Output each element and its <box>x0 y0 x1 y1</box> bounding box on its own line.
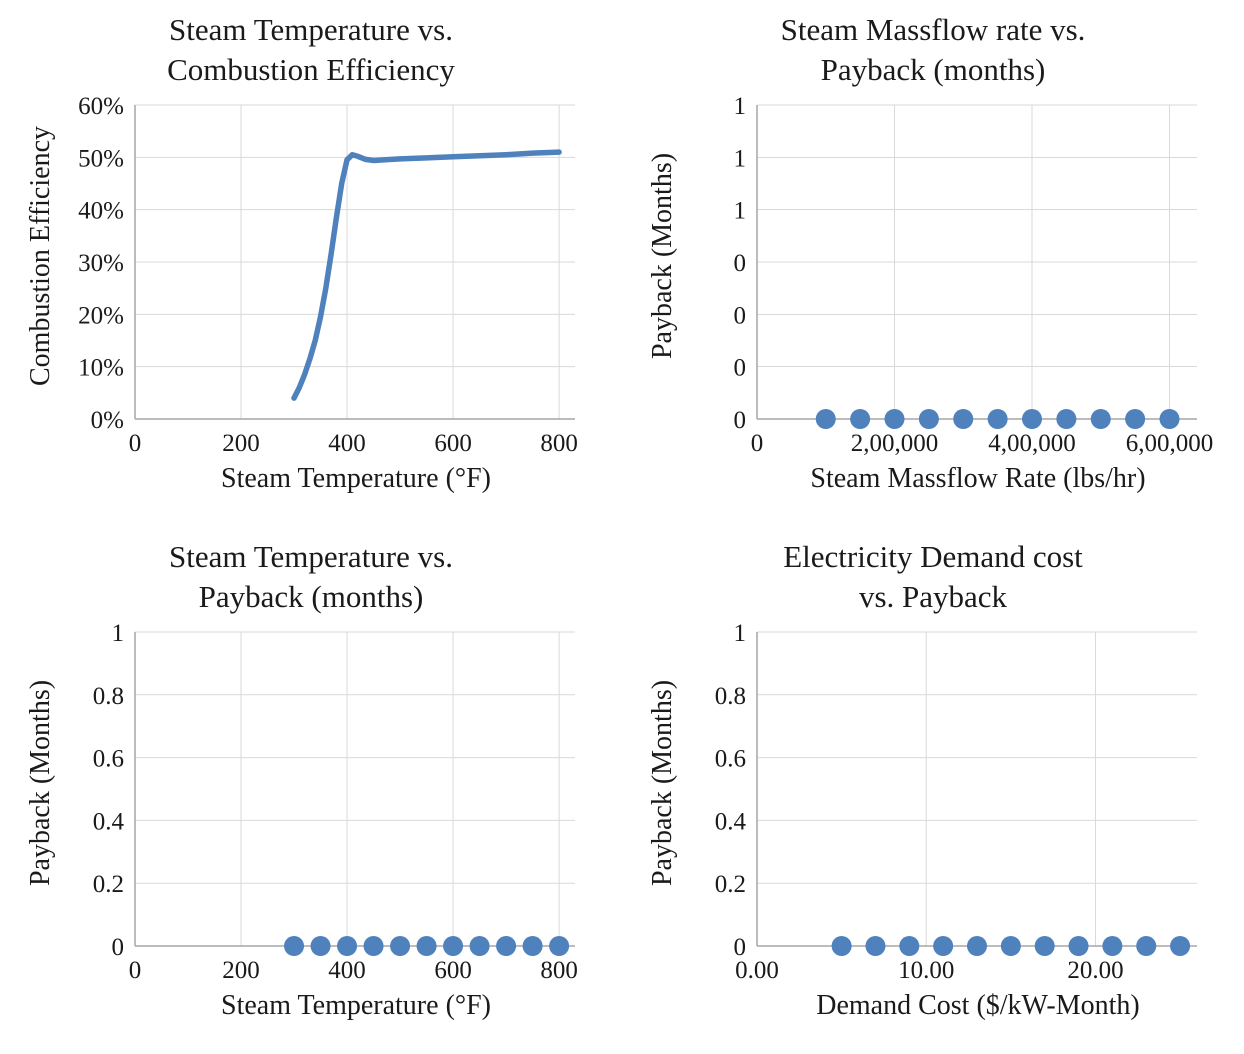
x-axis-label: Steam Temperature (°F) <box>221 463 491 495</box>
svg-text:1: 1 <box>734 620 747 647</box>
svg-text:400: 400 <box>328 430 366 457</box>
chart-title: Electricity Demand cost vs. Payback <box>783 539 1083 614</box>
svg-text:10%: 10% <box>78 355 124 382</box>
svg-text:0.4: 0.4 <box>93 809 125 836</box>
svg-text:600: 600 <box>434 957 472 984</box>
y-axis-label-text: Payback (Months) <box>25 680 57 887</box>
svg-text:0.4: 0.4 <box>715 809 747 836</box>
svg-text:0%: 0% <box>91 407 124 434</box>
y-axis-label: Payback (Months) <box>641 620 685 946</box>
panel-steam-temperature-vs-payback: Steam Temperature vs. Payback (months) P… <box>0 527 622 1054</box>
svg-text:0: 0 <box>129 957 142 984</box>
svg-text:4,00,000: 4,00,000 <box>988 430 1076 457</box>
svg-text:6,00,000: 6,00,000 <box>1126 430 1214 457</box>
plot-row: Combustion Efficiency 0 200 400 600 800 0% 10%… <box>19 93 603 495</box>
plot-col: 0.00 10.00 20.00 0 0.2 0.4 0.6 0.8 1 Demand Cost… <box>685 620 1225 1022</box>
svg-text:0: 0 <box>734 355 747 382</box>
svg-text:0: 0 <box>734 407 747 434</box>
svg-text:0: 0 <box>751 430 764 457</box>
chart-title: Steam Massflow rate vs. Payback (months) <box>780 12 1086 87</box>
y-axis-label: Combustion Efficiency <box>19 93 63 419</box>
panel-steam-massflow-vs-payback: Steam Massflow rate vs. Payback (months)… <box>622 0 1244 527</box>
svg-text:0: 0 <box>734 303 747 330</box>
x-axis-label: Steam Temperature (°F) <box>221 990 491 1022</box>
svg-text:0: 0 <box>129 430 142 457</box>
svg-text:0: 0 <box>112 934 125 961</box>
svg-text:0.2: 0.2 <box>93 872 124 899</box>
plot-row: Payback (Months) 0 2,00,000 4,00,000 6,00,0… <box>641 93 1225 495</box>
line-plot-combustion-efficiency: 0 200 400 600 800 0% 10% 20% 30% 40% 50% 60% <box>78 93 578 457</box>
svg-text:600: 600 <box>434 430 472 457</box>
svg-text:0.8: 0.8 <box>93 683 124 710</box>
plot-col: 0 2,00,000 4,00,000 6,00,000 0 0 0 0 1 1 1 Steam M… <box>685 93 1225 495</box>
svg-text:0.6: 0.6 <box>715 746 746 773</box>
svg-text:40%: 40% <box>78 198 124 225</box>
svg-text:30%: 30% <box>78 250 124 277</box>
svg-text:10.00: 10.00 <box>898 957 954 984</box>
svg-text:50%: 50% <box>78 146 124 173</box>
chart-title: Steam Temperature vs. Payback (months) <box>169 539 453 614</box>
svg-text:800: 800 <box>540 430 578 457</box>
plot-row: Payback (Months) 0.00 10.00 20.00 0 0.2 0.4 0.… <box>641 620 1225 1022</box>
svg-text:20.00: 20.00 <box>1067 957 1123 984</box>
svg-text:0.2: 0.2 <box>715 872 746 899</box>
y-axis-label-text: Combustion Efficiency <box>25 126 56 387</box>
svg-text:2,00,000: 2,00,000 <box>851 430 939 457</box>
y-axis-label: Payback (Months) <box>641 93 685 419</box>
plot-row: Payback (Months) 0 200 400 600 800 0 0.2 0.4 0.6… <box>19 620 603 1022</box>
svg-text:1: 1 <box>734 198 747 225</box>
panel-electricity-demand-cost-vs-payback: Electricity Demand cost vs. Payback Payb… <box>622 527 1244 1054</box>
svg-text:200: 200 <box>222 430 260 457</box>
x-axis-label: Steam Massflow Rate (lbs/hr) <box>810 463 1146 495</box>
panel-steam-temperature-vs-combustion-efficiency: Steam Temperature vs. Combustion Efficie… <box>0 0 622 527</box>
svg-text:400: 400 <box>328 957 366 984</box>
svg-text:1: 1 <box>112 620 125 647</box>
svg-text:0.6: 0.6 <box>93 746 124 773</box>
svg-text:0: 0 <box>734 934 747 961</box>
chart-title: Steam Temperature vs. Combustion Efficie… <box>167 12 455 87</box>
scatter-plot-temperature-payback: 0 200 400 600 800 0 0.2 0.4 0.6 0.8 1 <box>93 620 578 984</box>
svg-text:0.00: 0.00 <box>735 957 779 984</box>
svg-text:1: 1 <box>734 93 747 120</box>
svg-text:800: 800 <box>540 957 578 984</box>
y-axis-label-text: Payback (Months) <box>647 153 679 360</box>
svg-text:60%: 60% <box>78 93 124 120</box>
svg-text:200: 200 <box>222 957 260 984</box>
svg-text:20%: 20% <box>78 303 124 330</box>
svg-text:0: 0 <box>734 250 747 277</box>
y-axis-label: Payback (Months) <box>19 620 63 946</box>
svg-text:1: 1 <box>734 146 747 173</box>
x-axis-label: Demand Cost ($/kW-Month) <box>816 990 1140 1022</box>
svg-text:0.8: 0.8 <box>715 683 746 710</box>
plot-col: 0 200 400 600 800 0 0.2 0.4 0.6 0.8 1 Steam Temper… <box>63 620 603 1022</box>
plot-col: 0 200 400 600 800 0% 10% 20% 30% 40% 50% 60% Steam … <box>63 93 603 495</box>
scatter-plot-demand-cost-payback: 0.00 10.00 20.00 0 0.2 0.4 0.6 0.8 1 <box>715 620 1197 984</box>
y-axis-label-text: Payback (Months) <box>647 680 679 887</box>
